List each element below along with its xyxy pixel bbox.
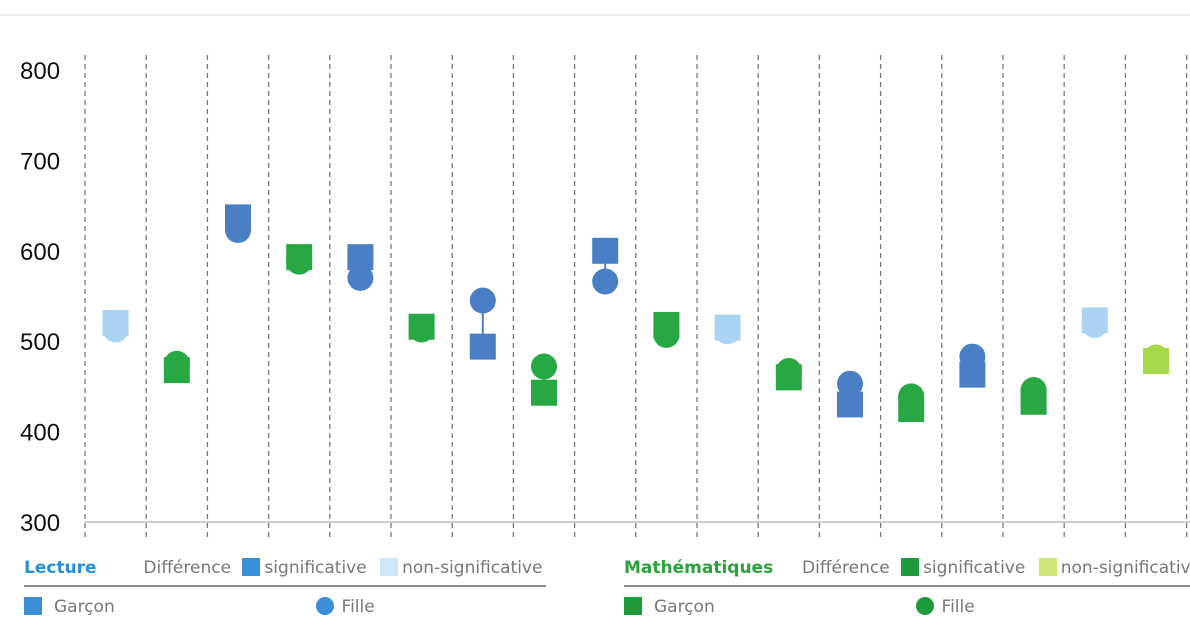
fille-marker (653, 321, 680, 348)
lecture-significant-swatch (242, 558, 261, 576)
garcon-marker (531, 379, 557, 406)
legend-math-row: Mathématiques Différence significative n… (624, 558, 1190, 578)
legend-lecture-significative: significative (264, 558, 367, 578)
legend-lecture-fille: Fille (341, 597, 375, 617)
legend-lecture-divider (24, 585, 546, 587)
math-significant-swatch (901, 558, 920, 576)
y-tick-label: 800 (20, 58, 60, 85)
math-fille-circle-icon (915, 597, 934, 615)
fille-marker (163, 350, 190, 377)
fille-marker (469, 287, 496, 314)
y-tick-label: 700 (20, 148, 60, 175)
fille-marker (592, 268, 619, 295)
fille-marker (531, 353, 557, 380)
math-nonsignificant-swatch (1038, 558, 1057, 576)
fille-marker (714, 318, 741, 345)
legend-math-non-significative: non-significative (1060, 558, 1190, 578)
math-garcon-square-icon (624, 597, 642, 615)
legend-lecture-garcon: Garçon (54, 597, 115, 617)
y-tick-label: 300 (20, 510, 60, 537)
legend-math-difference: Différence (802, 558, 890, 578)
y-tick-label: 600 (20, 239, 60, 266)
legend-math-title: Mathématiques (624, 558, 774, 578)
dumbbell-chart: 800 700 600 500 400 300 (0, 14, 1190, 540)
fille-marker (898, 383, 925, 410)
legend-math-shapes: Garçon Fille (624, 597, 975, 617)
y-tick-label: 400 (20, 420, 60, 447)
fille-marker (1020, 377, 1047, 404)
legend-lecture-shapes: Garçon Fille (24, 597, 375, 617)
garcon-square-icon (24, 597, 42, 615)
legend-math-significative: significative (923, 558, 1026, 578)
garcon-marker (592, 237, 619, 264)
fille-marker (286, 248, 313, 275)
fille-circle-icon (315, 597, 334, 615)
legend-lecture-non-significative: non-significative (402, 558, 543, 578)
legend-lecture-row: Lecture Différence significative non-sig… (24, 558, 542, 578)
y-tick-label: 500 (20, 329, 60, 356)
fille-marker (837, 370, 863, 397)
fille-marker (1143, 344, 1169, 371)
legend-lecture-difference: Différence (143, 558, 232, 578)
fille-marker (775, 358, 802, 385)
lecture-nonsignificant-swatch (380, 558, 399, 576)
fille-marker (1081, 311, 1108, 338)
legend-math-divider (624, 585, 1190, 587)
legend-math-fille: Fille (941, 597, 975, 617)
fille-marker (408, 316, 435, 343)
legend-math-garcon: Garçon (654, 597, 715, 617)
garcon-marker (469, 333, 496, 360)
fille-marker (225, 217, 251, 244)
fille-marker (102, 316, 129, 343)
legend-lecture-title: Lecture (24, 558, 97, 578)
fille-marker (347, 264, 374, 291)
fille-marker (959, 343, 986, 370)
